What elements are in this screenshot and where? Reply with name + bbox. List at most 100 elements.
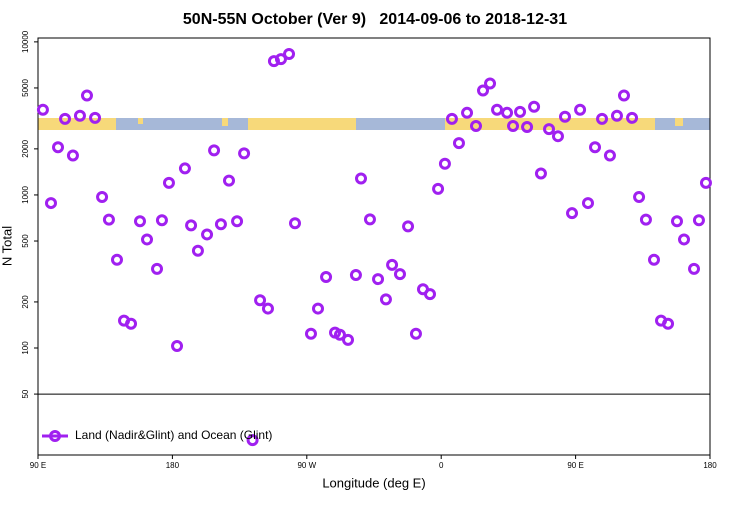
- land-band: [248, 118, 356, 130]
- data-point: [52, 141, 65, 154]
- data-point: [528, 100, 541, 113]
- plot-frame: [37, 37, 711, 456]
- data-point: [355, 172, 368, 185]
- data-point: [274, 53, 287, 66]
- data-point: [80, 89, 93, 102]
- data-point: [639, 213, 652, 226]
- y-tick-label: 10000: [21, 30, 30, 53]
- data-point: [445, 112, 458, 125]
- data-point: [289, 217, 302, 230]
- y-tick-label: 500: [21, 234, 30, 248]
- data-point: [603, 149, 616, 162]
- land-band: [138, 118, 143, 124]
- land-ocean-strip: [38, 118, 710, 130]
- chart-title: 50N-55N October (Ver 9) 2014-09-06 to 20…: [183, 11, 567, 28]
- land-band: [675, 118, 683, 126]
- data-point: [44, 197, 57, 210]
- y-tick-label: 50: [21, 389, 30, 398]
- data-point: [372, 273, 385, 286]
- data-point: [521, 120, 534, 133]
- data-point: [626, 111, 639, 124]
- data-point: [534, 167, 547, 180]
- y-tick-label: 1000: [21, 185, 30, 203]
- data-point: [670, 215, 683, 228]
- data-point: [514, 105, 527, 118]
- legend-label: Land (Nadir&Glint) and Ocean (Glint): [75, 428, 272, 442]
- data-point: [66, 149, 79, 162]
- data-point: [162, 176, 175, 189]
- data-point: [214, 218, 227, 231]
- data-point: [633, 190, 646, 203]
- data-point: [402, 220, 415, 233]
- data-point: [617, 89, 630, 102]
- data-point: [551, 130, 564, 143]
- data-point: [501, 106, 514, 119]
- data-point: [254, 294, 267, 307]
- data-point: [73, 109, 86, 122]
- data-point: [349, 268, 362, 281]
- x-tick-label: 90 W: [297, 461, 316, 470]
- data-point: [678, 233, 691, 246]
- data-point: [409, 327, 422, 340]
- y-tick-label: 2000: [21, 139, 30, 157]
- data-point: [283, 48, 296, 61]
- data-point: [333, 328, 346, 341]
- data-point: [342, 333, 355, 346]
- data-point: [484, 77, 497, 90]
- data-point: [491, 103, 504, 116]
- data-point: [424, 288, 436, 301]
- data-point: [125, 317, 138, 330]
- data-point: [558, 110, 571, 123]
- y-axis-label: N Total: [0, 226, 14, 266]
- data-point: [320, 271, 333, 284]
- data-point: [185, 219, 198, 232]
- data-point: [386, 258, 399, 271]
- data-point: [178, 162, 191, 175]
- data-point: [692, 214, 705, 227]
- data-point: [469, 120, 482, 133]
- data-point: [231, 215, 244, 228]
- data-point: [102, 213, 115, 226]
- data-point: [59, 112, 72, 125]
- data-point: [393, 268, 406, 281]
- data-point: [246, 434, 259, 447]
- data-point: [191, 244, 204, 257]
- data-point: [452, 137, 465, 150]
- data-point: [610, 109, 623, 122]
- data-point: [133, 215, 146, 228]
- x-tick-label: 90 E: [30, 461, 46, 470]
- x-tick-label: 90 E: [567, 461, 583, 470]
- data-point: [96, 190, 109, 203]
- land-band: [222, 118, 228, 126]
- data-point: [171, 340, 184, 353]
- data-point: [36, 103, 49, 116]
- data-point: [155, 214, 168, 227]
- legend-marker: [49, 430, 61, 442]
- data-point: [589, 141, 602, 154]
- data-point: [363, 213, 376, 226]
- data-point: [238, 147, 251, 160]
- data-point: [648, 253, 660, 266]
- x-tick-label: 0: [439, 461, 444, 470]
- y-tick-label: 5000: [21, 79, 30, 97]
- data-point: [596, 112, 609, 125]
- data-point: [141, 233, 154, 246]
- data-point: [261, 302, 274, 315]
- x-axis-label: Longitude (deg E): [322, 475, 425, 490]
- data-point: [699, 176, 712, 189]
- data-point: [581, 197, 594, 210]
- data-point: [89, 111, 102, 124]
- data-point: [438, 157, 451, 170]
- data-point: [543, 123, 556, 136]
- data-point: [432, 182, 445, 195]
- y-tick-label: 200: [21, 295, 30, 309]
- data-point: [477, 84, 490, 97]
- x-tick-label: 180: [703, 461, 717, 470]
- data-point: [222, 174, 235, 187]
- x-tick-label: 180: [166, 461, 180, 470]
- data-point: [688, 262, 701, 275]
- data-point: [110, 253, 123, 266]
